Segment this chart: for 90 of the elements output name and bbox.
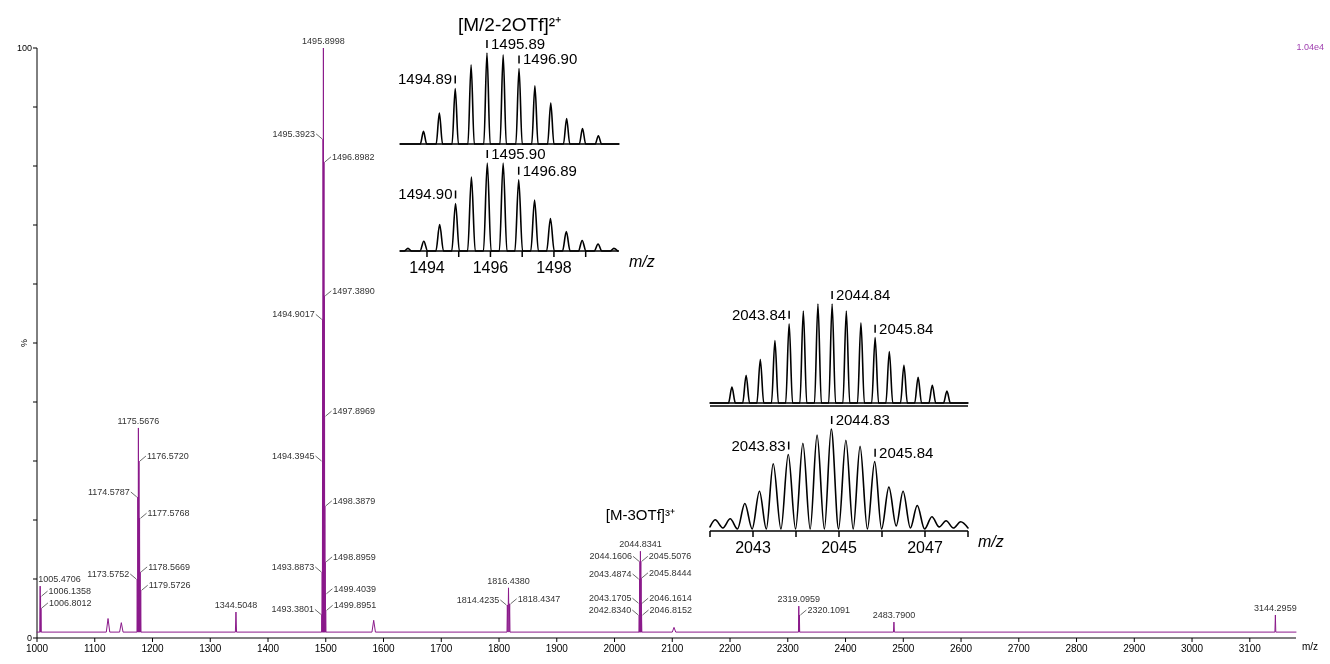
line-series: [36, 47, 1297, 633]
x-tick-label: 2500: [892, 643, 915, 654]
annotation: 2483.7900: [872, 610, 916, 621]
x-tick-label: 1100: [83, 643, 106, 654]
x-tick-label: 1500: [314, 643, 338, 654]
x-tick-label: 1498: [536, 259, 572, 276]
x-tick-label: 2043: [735, 539, 771, 556]
annotation: 1495.3923: [272, 128, 316, 139]
annotation: 2043.1705: [588, 593, 632, 604]
x-tick-label: 3000: [1180, 643, 1204, 654]
annotation: 2043.83: [731, 436, 786, 454]
x-tick-label: 2600: [949, 643, 973, 654]
annotation: 2046.8152: [649, 604, 693, 615]
x-tick-label: 2100: [661, 643, 684, 654]
annotation: 1178.5669: [148, 561, 191, 572]
annotation: 2045.5076: [648, 551, 692, 562]
annotation: 1494.90: [398, 185, 453, 203]
chart-title: [M/2-2OTf]²⁺: [457, 14, 562, 35]
annotation: 1494.9017: [272, 309, 315, 320]
annotation: 1495.89: [490, 35, 546, 52]
annotation: 1176.5720: [146, 451, 189, 461]
annotation: 1499.8951: [333, 600, 377, 611]
annotation: 1493.8873: [271, 561, 315, 572]
x-tick-label: 1494: [409, 259, 445, 276]
annotation: 2044.84: [836, 286, 891, 303]
annotation: [M-3OTf]³⁺: [605, 506, 675, 524]
annotation: 1005.4706: [38, 574, 81, 585]
x-tick-label: 1700: [430, 643, 453, 654]
annotation: 1499.4039: [333, 583, 376, 594]
annotation: 1496.90: [523, 50, 578, 68]
annotation: 1175.5676: [117, 415, 160, 426]
annotation: 1818.4347: [517, 593, 561, 604]
annotation: 1177.5768: [147, 508, 190, 519]
annotation: 2043.84: [731, 305, 787, 323]
annotation: 2043.4874: [589, 569, 632, 579]
x-tick-label: 1400: [256, 643, 280, 654]
annotation: 1498.3879: [332, 495, 376, 506]
annotation: 3144.2959: [1254, 602, 1297, 613]
annotation: 2044.83: [835, 411, 890, 428]
x-tick-label: 1200: [141, 643, 165, 654]
annotation: 2045.84: [879, 319, 934, 337]
annotation: 2045.84: [879, 443, 934, 461]
x-tick-label: 2800: [1065, 643, 1089, 654]
annotation: 2046.1614: [649, 593, 692, 604]
x-tick-label: 1496: [472, 259, 509, 276]
annotation: 1497.8969: [332, 406, 376, 417]
y-axis-title: %: [19, 338, 29, 348]
annotation: 2044.1606: [589, 551, 633, 562]
annotation: 1494.89: [397, 70, 453, 88]
annotation: 2045.8444: [649, 567, 692, 578]
x-tick-label: 2700: [1007, 643, 1031, 654]
annotation: 2042.8340: [588, 604, 632, 615]
annotation: 2044.8341: [619, 539, 662, 550]
x-tick-label: 1000: [25, 643, 49, 654]
x-axis-title: m/z: [629, 253, 655, 270]
x-tick-label: 1600: [372, 643, 396, 654]
x-tick-label: 3100: [1238, 643, 1262, 654]
x-tick-label: 2000: [603, 643, 627, 654]
annotation: 1496.89: [522, 161, 577, 179]
text: 1.04e4: [1296, 42, 1324, 52]
x-axis-title: m/z: [1302, 641, 1319, 652]
annotation: 1006.8012: [48, 597, 92, 608]
annotation: 1495.90: [491, 145, 546, 162]
annotation: 1814.4235: [456, 594, 500, 605]
annotation: 1497.3890: [332, 285, 375, 296]
annotation: 1344.5048: [214, 600, 258, 611]
annotation: 1498.8959: [333, 551, 376, 562]
annotation: 1494.3945: [271, 451, 315, 461]
x-tick-label: 2045: [821, 539, 857, 556]
x-tick-label: 2900: [1123, 643, 1146, 654]
y-tick-label: 100: [16, 43, 32, 53]
annotation: 1495.8998: [302, 36, 345, 46]
x-tick-label: 2200: [718, 643, 742, 654]
annotation: 2320.1091: [807, 604, 850, 615]
annotation: 1006.1358: [48, 586, 92, 597]
x-tick-label: 1300: [199, 643, 222, 654]
x-tick-label: 1800: [487, 643, 511, 654]
x-tick-label: 2300: [776, 643, 800, 654]
annotation: 1496.8982: [331, 151, 375, 162]
annotation: 1174.5787: [87, 486, 130, 497]
annotation: 1816.4380: [487, 575, 530, 586]
y-tick-label: 0: [26, 633, 32, 643]
annotation: 1173.5752: [87, 569, 130, 579]
x-tick-label: 1900: [545, 643, 569, 654]
x-tick-label: 2400: [834, 643, 858, 654]
x-tick-label: 2047: [907, 539, 943, 556]
annotation: 2319.0959: [777, 594, 821, 605]
x-axis-title: m/z: [978, 533, 1004, 550]
annotation: 1493.3801: [271, 604, 314, 615]
annotation: 1179.5726: [148, 580, 191, 591]
